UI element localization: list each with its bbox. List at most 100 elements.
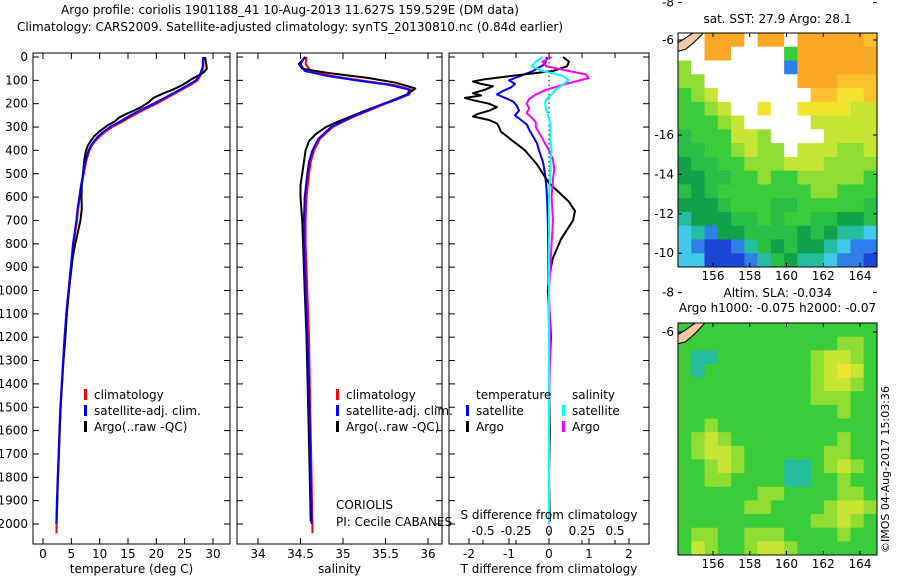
tick-label: 10 [92, 547, 107, 561]
sla-map-title-line1: Altim. SLA: -0.034 [723, 286, 832, 300]
legend-label: satellite [476, 404, 524, 418]
sla-map-field [678, 323, 877, 555]
legend-item: Argo [466, 419, 551, 435]
legend-item: climatology [84, 387, 201, 403]
legend-label: satellite-adj. clim. [346, 404, 453, 418]
legend-item: satellite [466, 403, 551, 419]
tick-label: 158 [738, 557, 761, 571]
series-argo-s [525, 56, 590, 522]
tick-label: 1200 [0, 330, 28, 344]
tick-label: -10 [654, 246, 674, 260]
satellite-adj-line-swatch [336, 405, 339, 416]
legend-item: Argo [562, 419, 620, 435]
satellite-t-line-swatch [466, 405, 469, 416]
series-satellite-adj-clim- [299, 56, 411, 525]
difference-panel-series [464, 56, 590, 524]
tick-label: 200 [5, 97, 28, 111]
sst-map-field [678, 33, 877, 267]
tick-label: 2 [625, 547, 633, 561]
tick-label: -6 [662, 325, 674, 339]
legend-label: climatology [94, 388, 164, 402]
legend-item: Argo(..raw -QC) [336, 419, 453, 435]
tick-label: 1 [585, 547, 593, 561]
legend-header: salinity [572, 388, 616, 402]
climatology-line-swatch [336, 389, 339, 400]
tick-label: 156 [702, 269, 725, 283]
tick-label: 15 [120, 547, 135, 561]
legend-label: Argo(..raw -QC) [346, 420, 440, 434]
map-box [677, 322, 878, 556]
t-difference-legend: temperature satellite Argo [466, 387, 551, 435]
tick-label: 162 [812, 269, 835, 283]
sla-map-title-line2: Argo h1000: -0.075 h2000: -0.07 [678, 301, 877, 315]
tick-label: 164 [849, 269, 872, 283]
legend-label: satellite-adj. clim. [94, 404, 201, 418]
data-centre-name: CORIOLIS [336, 498, 393, 512]
legend-item: Argo(..raw -QC) [84, 419, 201, 435]
tick-label: 34 [250, 547, 265, 561]
legend-label: satellite [572, 404, 620, 418]
tick-label: 162 [812, 557, 835, 571]
legend-item: climatology [336, 387, 453, 403]
tick-label: 600 [5, 190, 28, 204]
tick-label: -1 [503, 547, 515, 561]
tick-label: 25 [177, 547, 192, 561]
tick-label: 35 [335, 547, 350, 561]
tick-label: 1700 [0, 447, 28, 461]
legend-label: Argo [476, 420, 504, 434]
tick-label: 0 [20, 50, 28, 64]
sst-map-title: sat. SST: 27.9 Argo: 28.1 [703, 12, 852, 26]
argo-line-swatch [84, 421, 87, 432]
series-satellite-s [530, 56, 570, 524]
tick-label: 800 [5, 237, 28, 251]
tick-label: 158 [738, 269, 761, 283]
climatology-line-swatch [84, 389, 87, 400]
tick-label: 1300 [0, 354, 28, 368]
map-box [677, 32, 878, 268]
legend-label: Argo [572, 420, 600, 434]
tick-label: 1900 [0, 494, 28, 508]
legend-item: satellite-adj. clim. [84, 403, 201, 419]
s-difference-xaxis-label: S difference from climatology [460, 508, 638, 522]
data-centre-note: CORIOLIS PI: Cecile CABANES [336, 497, 452, 531]
tick-label: 1100 [0, 307, 28, 321]
axes-box [32, 52, 231, 545]
legend-label: climatology [346, 388, 416, 402]
tick-label: -16 [654, 128, 674, 142]
series-climatology [304, 56, 412, 534]
tick-label: 36 [420, 547, 435, 561]
tick-label: -6 [662, 33, 674, 47]
salinity-panel: 34 34.5 35 35.5 36 [236, 52, 443, 561]
tick-label: 2000 [0, 517, 28, 531]
series-satellite-t [496, 56, 550, 524]
tick-label: 0.25 [569, 524, 596, 538]
tick-label: -8 [662, 286, 674, 300]
figure-subtitle: Climatology: CARS2009. Satellite-adjuste… [16, 20, 564, 34]
salinity-xaxis-label: salinity [317, 562, 362, 576]
tick-label: -0.5 [471, 524, 494, 538]
tick-label: 164 [849, 557, 872, 571]
tick-label: 30 [205, 547, 220, 561]
satellite-adj-line-swatch [84, 405, 87, 416]
argo-t-line-swatch [466, 421, 469, 432]
tick-label: 1500 [0, 400, 28, 414]
tick-label: -2 [463, 547, 475, 561]
tick-label: 20 [149, 547, 164, 561]
tick-label: 160 [775, 269, 798, 283]
tick-label: 0 [545, 524, 553, 538]
tick-label: 1800 [0, 470, 28, 484]
temperature-xaxis-label: temperature (deg C) [69, 562, 194, 576]
legend-label: Argo(..raw -QC) [94, 420, 188, 434]
argo-s-line-swatch [562, 421, 565, 432]
tick-label: 1600 [0, 424, 28, 438]
legend-item: satellite [562, 403, 620, 419]
tick-label: 35.5 [372, 547, 399, 561]
t-difference-xaxis-label: T difference from climatology [460, 562, 638, 576]
series-argo-t [464, 56, 576, 522]
temperature-legend: climatology satellite-adj. clim. Argo(..… [84, 387, 201, 435]
argo-line-swatch [336, 421, 339, 432]
tick-label: -14 [654, 167, 674, 181]
figure-title: Argo profile: coriolis 1901188_41 10-Aug… [61, 3, 519, 17]
